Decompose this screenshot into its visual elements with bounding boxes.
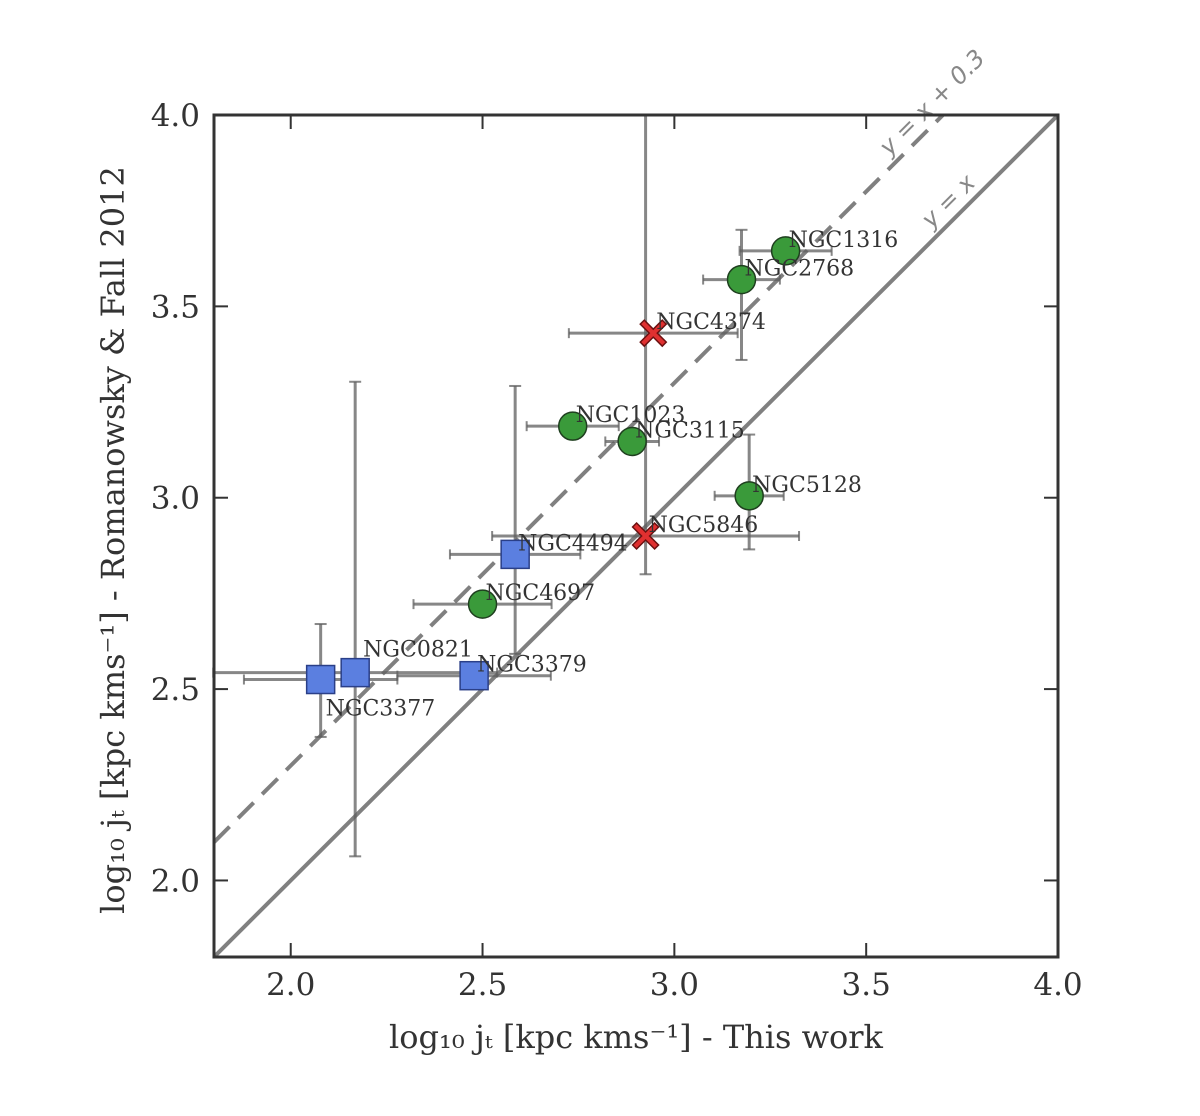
point-ngc1023-marker [557,411,588,441]
y-tick-label: 2.0 [151,863,200,899]
point-label-ngc4697: NGC4697 [486,581,596,606]
point-ngc4697-marker [467,589,498,619]
point-ngc5128-marker [734,481,764,511]
point-label-ngc2768: NGC2768 [745,257,855,282]
y-tick-label: 3.5 [151,289,200,325]
point-label-ngc3377: NGC3377 [326,697,436,722]
reference-line-label: y = x + 0.3 [873,44,991,162]
point-ngc1316-marker [770,236,801,266]
x-axis-label: log₁₀ jₜ [kpc kms⁻¹] - This work [389,1018,884,1056]
point-ngc0821-marker [340,657,370,688]
x-tick-label: 2.0 [266,967,315,1003]
y-axis-label: log₁₀ jₜ [kpc kms⁻¹] - Romanowsky & Fall… [94,166,132,914]
reference-line-labels: y = xy = x + 0.3 [873,44,991,234]
plot-frame [212,113,1060,959]
reference-lines [214,115,1058,957]
x-tick-label: 4.0 [1033,967,1082,1003]
y-tick-label: 3.0 [151,481,200,517]
y-tick-label: 4.0 [151,98,200,134]
point-ngc2768-marker [726,264,757,295]
point-label-ngc1023: NGC1023 [576,403,686,428]
markers [305,236,801,695]
point-ngc3379-marker [459,660,489,691]
point-label-ngc5128: NGC5128 [752,473,862,498]
point-label-ngc4494: NGC4494 [518,531,628,556]
x-tick-label: 3.5 [842,967,891,1003]
point-label-ngc5846: NGC5846 [649,513,759,538]
point-ngc3377-marker [305,664,336,695]
reference-line-offset [214,115,946,844]
point-label-ngc1316: NGC1316 [789,228,899,253]
point-label-ngc4374: NGC4374 [656,310,766,335]
point-ngc5846-marker [631,521,660,551]
x-tick-label: 3.0 [650,967,699,1003]
point-ngc3115-marker [617,426,647,457]
axis-ticks: 2.0 2.5 3.0 3.5 4.0 2.0 2.5 3.0 3.5 4.0 [151,98,1083,1003]
x-tick-label: 2.5 [458,967,507,1003]
point-label-ngc3115: NGC3115 [635,418,745,443]
y-tick-label: 2.5 [151,672,200,708]
point-ngc4374-marker [639,319,668,348]
point-ngc4494-marker [500,539,530,570]
point-label-ngc0821: NGC0821 [363,638,473,663]
point-label-ngc3379: NGC3379 [477,653,587,678]
